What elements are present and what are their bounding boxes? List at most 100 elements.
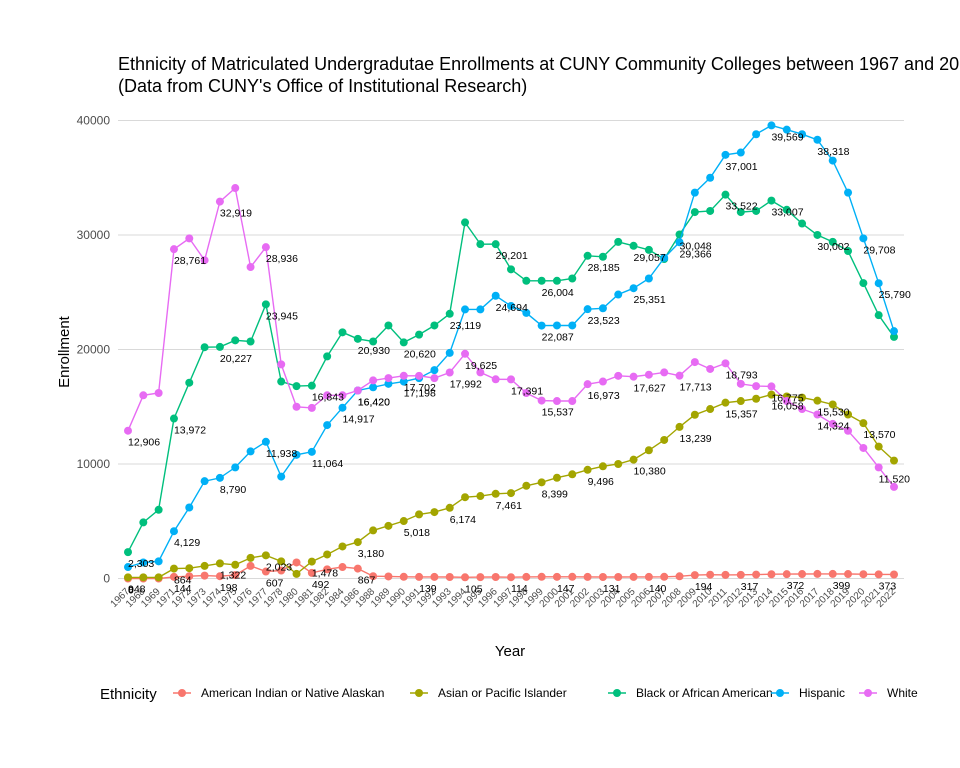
data-point (384, 379, 393, 388)
data-point (890, 332, 898, 341)
legend-entry: Asian or Pacific Islander (438, 686, 567, 700)
data-point (415, 572, 424, 581)
data-point (890, 327, 898, 336)
data-point (798, 393, 807, 402)
data-point (660, 368, 669, 377)
data-point (200, 571, 209, 580)
data-label: 11,938 (266, 448, 297, 460)
data-point (461, 218, 470, 227)
data-label: 4,129 (174, 537, 200, 549)
data-point (859, 570, 868, 579)
data-label: 399 (833, 580, 851, 592)
series-line (127, 193, 895, 553)
data-point (292, 569, 301, 578)
data-point (338, 563, 347, 572)
data-point (399, 338, 408, 347)
data-label: 867 (358, 575, 376, 587)
data-label: 16,420 (358, 396, 390, 408)
data-point (598, 377, 607, 386)
data-label: 17,391 (511, 385, 543, 397)
data-point (231, 560, 240, 569)
data-point (522, 308, 531, 317)
data-point (215, 572, 224, 581)
data-point (859, 443, 868, 452)
data-point (767, 196, 776, 205)
chart-title: Ethnicity of Matriculated Undergradutae … (118, 54, 960, 74)
data-point (154, 505, 163, 514)
data-point (583, 465, 592, 474)
data-point (246, 263, 255, 272)
data-point (399, 371, 408, 380)
data-point (169, 572, 178, 581)
data-point (277, 557, 286, 566)
data-point (200, 343, 209, 352)
data-point (124, 426, 132, 435)
data-point (690, 188, 699, 197)
data-point (706, 405, 715, 414)
data-point (522, 481, 531, 490)
data-point (369, 572, 378, 581)
data-point (583, 251, 592, 260)
data-point (277, 472, 286, 481)
data-point (629, 284, 638, 293)
data-point (844, 570, 853, 579)
data-point (660, 435, 669, 444)
legend-entry: White (887, 686, 918, 700)
data-point (169, 245, 178, 254)
data-point (261, 567, 270, 576)
data-label: 13,972 (174, 425, 206, 437)
data-point (399, 377, 408, 386)
data-point (169, 527, 178, 536)
data-point (736, 148, 745, 157)
data-point (507, 375, 515, 384)
data-label: 6,174 (450, 514, 476, 526)
data-label: 607 (266, 578, 284, 590)
data-point (185, 378, 194, 387)
data-point (537, 321, 546, 330)
legend-title: Ethnicity (100, 686, 157, 703)
data-point (598, 304, 607, 313)
data-point (583, 572, 592, 581)
data-label: 372 (787, 580, 805, 592)
data-point (583, 305, 592, 314)
data-label: 0 (128, 585, 134, 597)
data-point (537, 572, 546, 581)
data-point (874, 442, 883, 451)
data-point (369, 376, 378, 385)
data-point (307, 447, 316, 456)
data-point (445, 368, 454, 377)
data-point (476, 573, 485, 582)
data-point (215, 559, 224, 568)
data-point (124, 548, 132, 557)
data-label: 15,537 (542, 407, 574, 419)
data-label: 16,973 (588, 390, 620, 402)
data-label: 25,351 (634, 294, 666, 306)
data-point (706, 570, 715, 579)
data-point (507, 301, 515, 310)
data-point (246, 337, 255, 346)
data-point (767, 570, 776, 579)
data-point (614, 460, 623, 468)
data-point (323, 391, 332, 400)
data-label: 139 (419, 583, 437, 595)
data-label: 18,793 (725, 369, 757, 381)
data-label: 17,992 (450, 378, 482, 390)
data-point (813, 396, 822, 405)
data-point (721, 190, 730, 199)
data-point (307, 381, 316, 390)
data-point (874, 463, 883, 472)
data-point (828, 569, 837, 578)
data-point (200, 561, 209, 570)
data-point (614, 237, 623, 246)
data-point (844, 426, 853, 435)
data-label: 13,239 (680, 433, 712, 445)
data-point (292, 558, 301, 567)
data-point (307, 557, 316, 566)
data-label: 10,380 (634, 466, 666, 478)
data-label: 26,004 (542, 287, 574, 299)
data-point (445, 348, 454, 357)
data-label: 140 (649, 583, 667, 595)
y-axis-ticks: 0 10000 20000 30000 40000 (77, 114, 111, 586)
data-point (246, 447, 255, 456)
